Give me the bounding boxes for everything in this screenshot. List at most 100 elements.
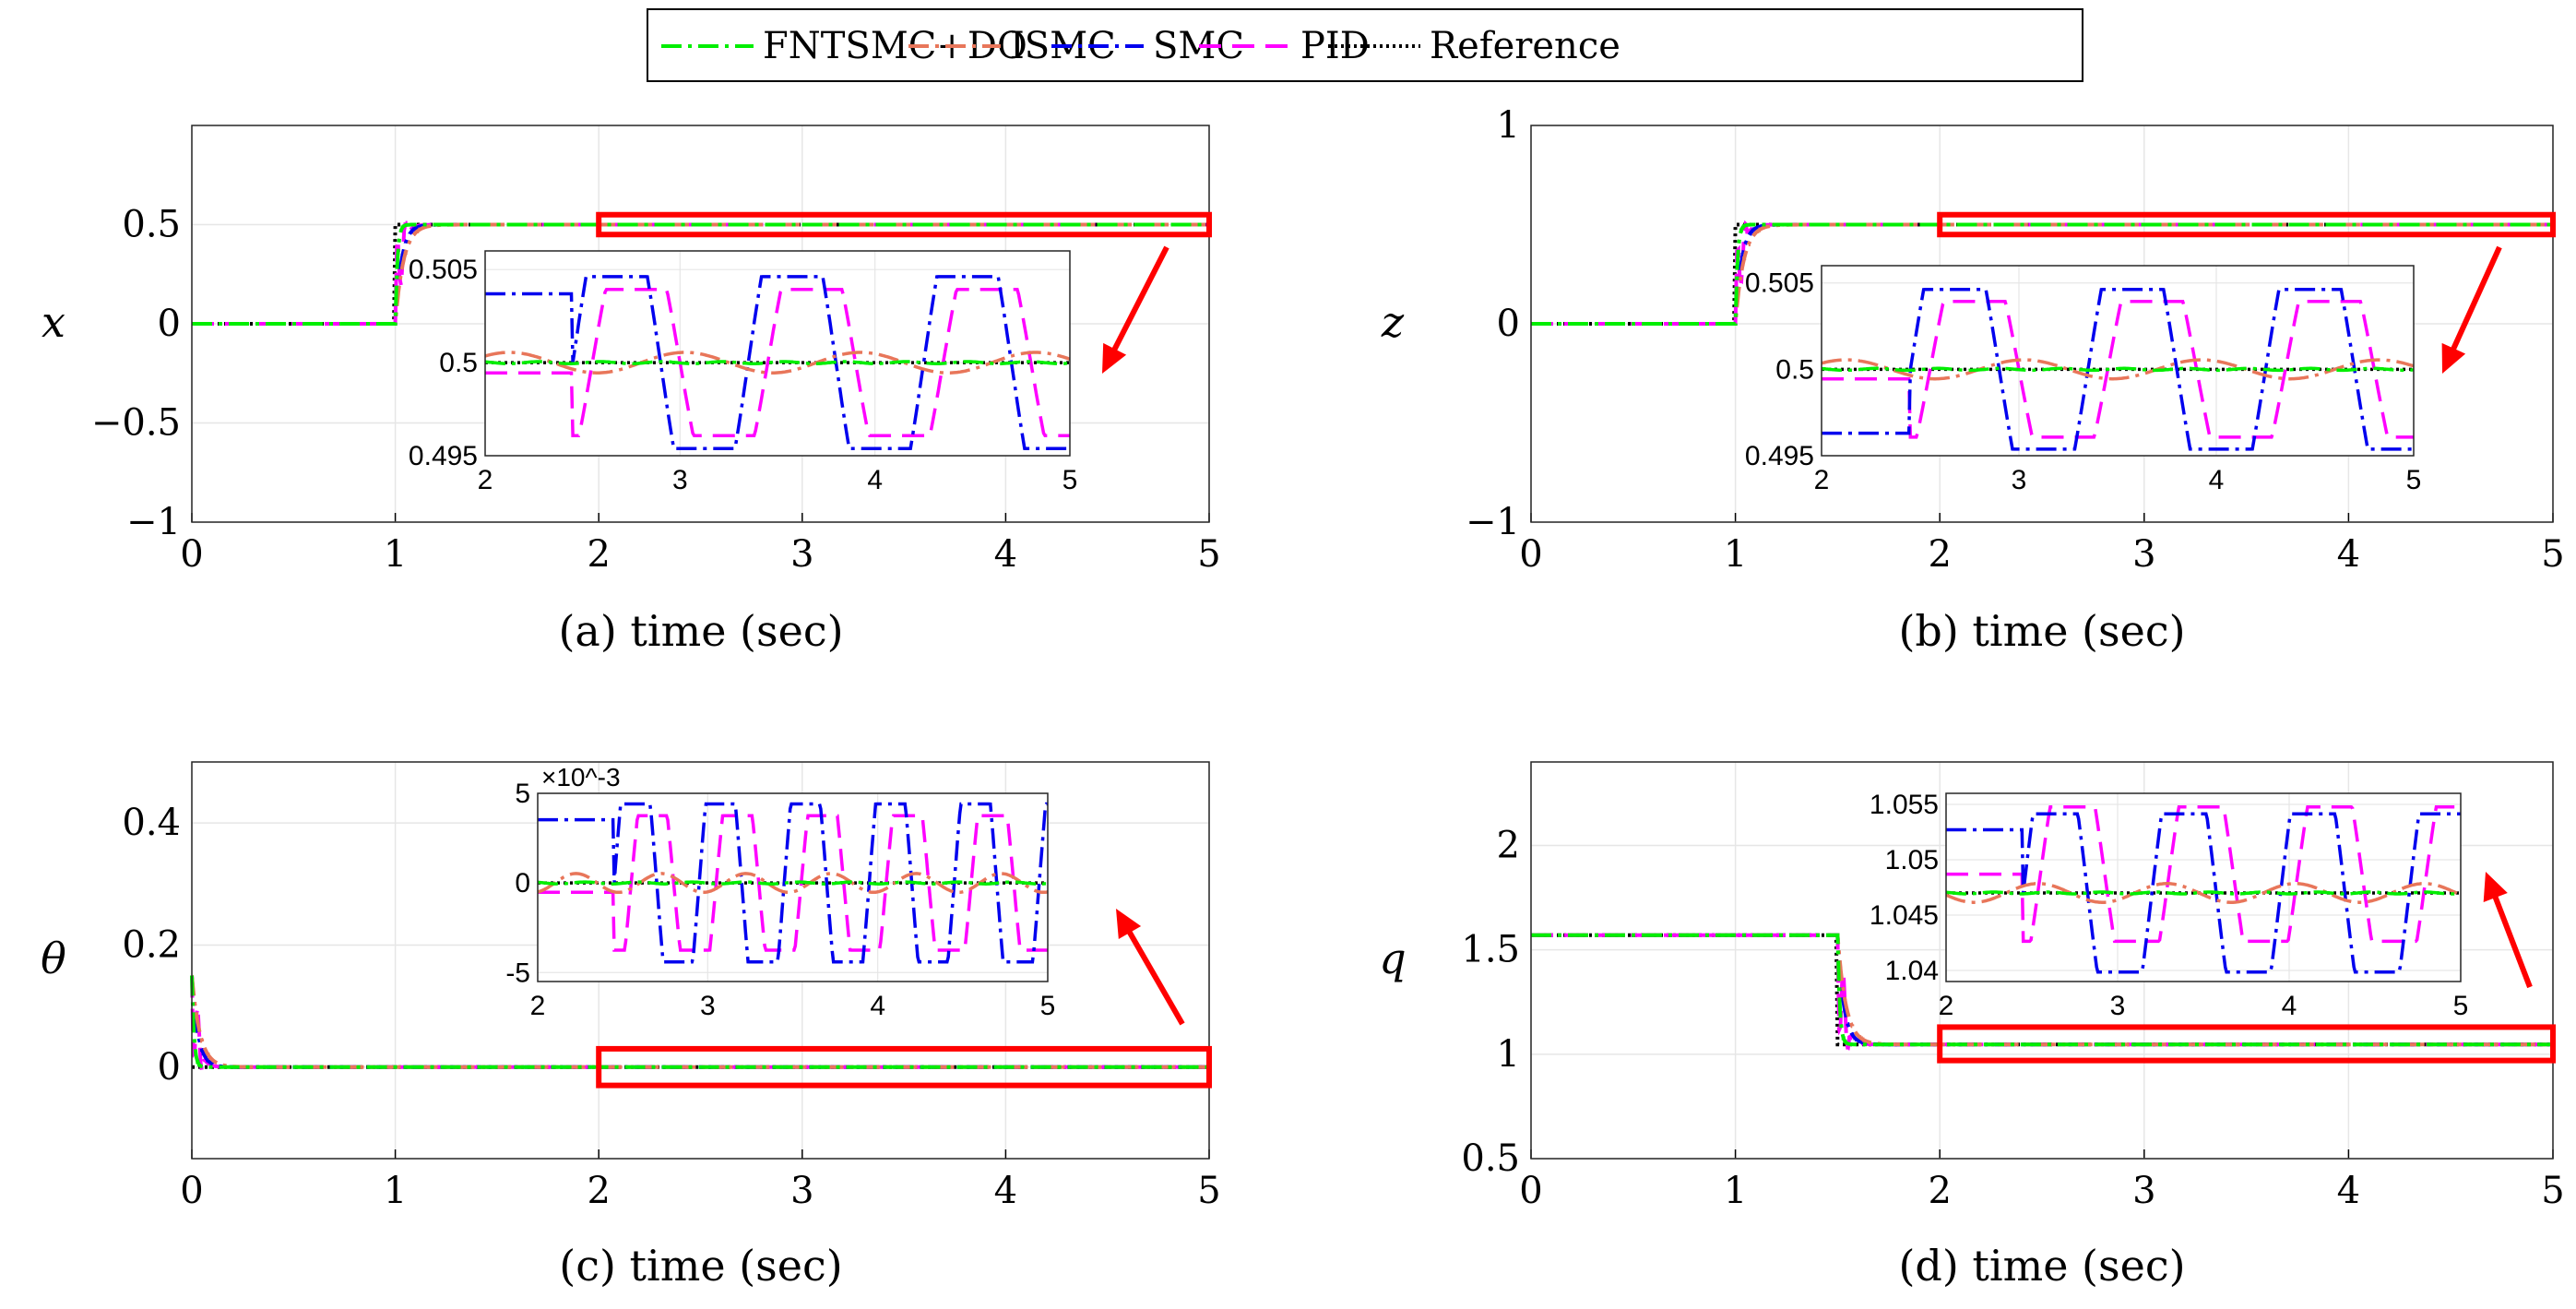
x-tick-label: 5 [2541, 533, 2564, 576]
inset-y-tick-label: 0.5 [1775, 354, 1814, 385]
axes-frame [1530, 125, 2554, 523]
inset-series-smc [1822, 288, 2414, 451]
inset-series-fntsmc-do [1946, 890, 2461, 896]
zoom-highlight-box [1937, 1024, 2556, 1064]
x-tick-label: 1 [1724, 1170, 1747, 1212]
inset-a: 2 3 4 5 0.495 0.5 0.505 [409, 250, 1077, 495]
x-tick-label: 4 [994, 533, 1017, 576]
x-tick-label: 4 [994, 1170, 1017, 1212]
inset-frame [484, 250, 1071, 457]
inset-x-tick-label: 4 [2209, 465, 2225, 495]
series-ismc [190, 974, 1209, 1069]
inset-series-group [1946, 805, 2461, 974]
x-tick-label: 2 [587, 533, 610, 576]
panel-d: 0 1 2 3 4 5 0.5 1 1.5 2 q (d) time (sec) 2 3 4 5 1.04 1.0… [1379, 761, 2565, 1291]
x-tick-label: 4 [2337, 533, 2360, 576]
y-tick-label: 0.4 [122, 802, 181, 844]
series-ismc [192, 222, 1209, 326]
inset-x-tick-label: 2 [1814, 465, 1830, 495]
inset-x-tick-label: 3 [672, 465, 688, 495]
inset-x-tick-label: 3 [2110, 991, 2126, 1021]
y-axis-label: z [1381, 297, 1405, 347]
inset-y-tick-label: 1.04 [1885, 956, 1939, 986]
y-tick-label: 1.5 [1461, 929, 1520, 971]
x-tick-label: 0 [180, 1170, 203, 1212]
x-tick-label: 3 [2132, 1170, 2155, 1212]
y-tick-label: 1 [1497, 1033, 1520, 1076]
y-tick-label: −1 [1466, 501, 1520, 543]
inset-series-ismc [485, 351, 1070, 375]
inset-series-ismc [1946, 882, 2461, 904]
x-tick-label: 3 [790, 1170, 813, 1212]
x-tick-label: 3 [2132, 533, 2155, 576]
zoom-arrow-head [1116, 909, 1142, 939]
x-tick-label: 5 [1197, 533, 1220, 576]
inset-y-tick-label: 5 [515, 779, 530, 809]
zoom-arrow-head [2441, 342, 2466, 374]
inset-x-tick-label: 5 [2453, 991, 2469, 1021]
x-tick-label: 1 [1724, 533, 1747, 576]
inset-plot-area [1946, 793, 2461, 982]
inset-plot-area [1822, 266, 2414, 456]
inset-series-smc [485, 275, 1070, 451]
inset-series-fntsmc-do [538, 880, 1048, 886]
zoom-arrow [2488, 886, 2533, 989]
inset-y-tick-label: 1.045 [1870, 900, 1939, 931]
inset-series-pid [1946, 805, 2461, 944]
inset-x-tick-label: 5 [1040, 991, 1056, 1021]
legend-box [647, 8, 2083, 82]
inset-frame [537, 792, 1049, 982]
axes-frame [191, 761, 1210, 1160]
x-tick-label: 4 [2337, 1170, 2360, 1212]
x-tick-label: 5 [2541, 1170, 2564, 1212]
inset-y-tick-label: 0 [515, 868, 530, 898]
inset-series-smc [1946, 812, 2461, 974]
inset-b: 2 3 4 5 0.495 0.5 0.505 [1745, 265, 2422, 495]
y-tick-label: −0.5 [91, 402, 181, 445]
inset-y-tick-label: 0.5 [439, 348, 478, 378]
inset-series-fntsmc-do [485, 360, 1070, 365]
inset-x-tick-label: 4 [870, 991, 885, 1021]
y-tick-label: 2 [1497, 825, 1520, 867]
inset-x-tick-label: 5 [2406, 465, 2422, 495]
panel-a: 0 1 2 3 4 5 −1 −0.5 0 0.5 x (a) time (sec) 2 3 4 5 0.495… [42, 125, 1221, 656]
inset-y-tick-label: 0.495 [1745, 441, 1814, 471]
x-tick-label: 5 [1197, 1170, 1220, 1212]
series-fntsmc-do [192, 222, 1209, 326]
inset-x-tick-label: 2 [530, 991, 546, 1021]
inset-x-tick-label: 4 [867, 465, 883, 495]
zoom-arrow-head [1102, 342, 1127, 374]
inset-exponent-label: ×10^-3 [541, 763, 621, 791]
y-axis-label: x [42, 297, 65, 347]
y-tick-label: −1 [126, 501, 181, 543]
y-tick-label: 0.5 [1461, 1137, 1520, 1180]
y-tick-label: 0.5 [122, 204, 181, 246]
inset-x-tick-label: 4 [2282, 991, 2297, 1021]
inset-x-tick-label: 3 [2012, 465, 2027, 495]
y-tick-label: 0 [158, 1046, 181, 1089]
inset-y-tick-label: 1.055 [1870, 790, 1939, 820]
inset-series-ismc [1822, 358, 2414, 381]
series-fntsmc-do [190, 975, 1209, 1069]
panel-caption: (a) time (sec) [558, 606, 843, 656]
zoom-highlight-box [596, 211, 1212, 238]
series-ismc [1531, 222, 2553, 326]
axes-frame [191, 125, 1210, 523]
y-axis-label: θ [41, 934, 66, 983]
y-tick-label: 0 [1497, 303, 1520, 345]
x-tick-label: 0 [1519, 1170, 1542, 1212]
x-tick-label: 1 [384, 1170, 407, 1212]
inset-series-pid [485, 288, 1070, 438]
panel-caption: (b) time (sec) [1898, 606, 2185, 656]
x-tick-label: 1 [384, 533, 407, 576]
inset-series-group [1822, 288, 2414, 451]
zoom-highlight-box [1937, 211, 2556, 238]
inset-x-tick-label: 3 [700, 991, 716, 1021]
inset-frame [1945, 792, 2462, 982]
panel-caption: (c) time (sec) [559, 1241, 842, 1291]
inset-c: 2 3 4 5 -5 0 5 ×10^-3 [505, 763, 1055, 1021]
x-tick-label: 2 [1928, 1170, 1951, 1212]
